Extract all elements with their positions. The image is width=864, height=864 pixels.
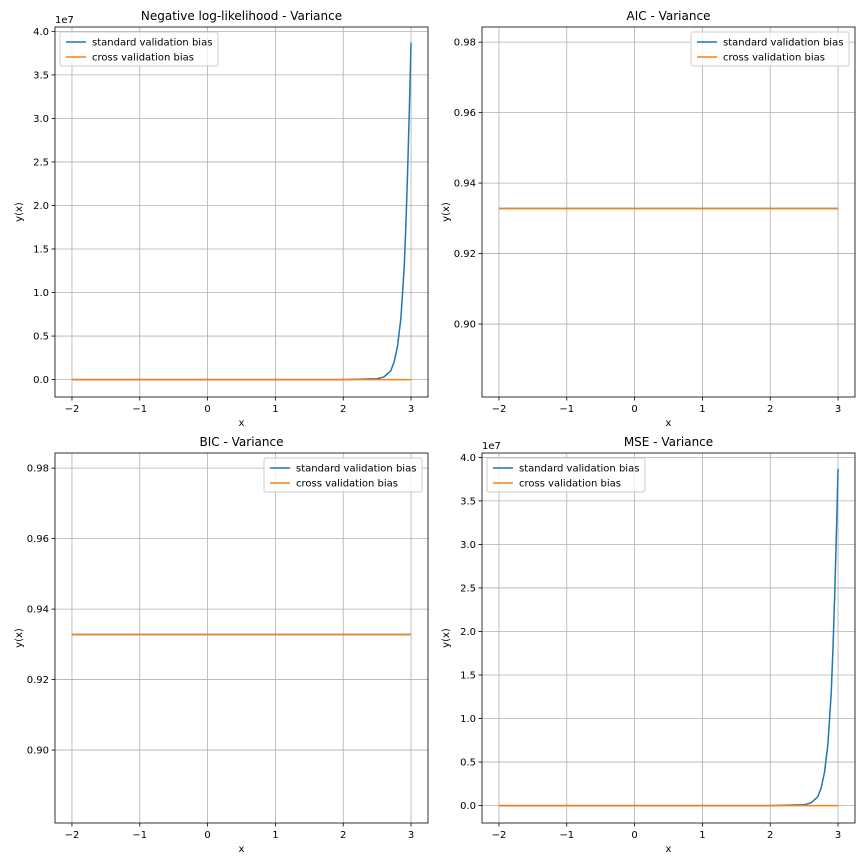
x-tick-label: −1 [132,830,147,841]
legend-entry: standard validation bias [296,464,416,475]
x-tick-label: 2 [340,830,346,841]
x-tick-label: −2 [492,830,507,841]
x-tick-label: 1 [699,404,705,415]
x-tick-label: 3 [408,404,414,415]
axes-frame [54,452,429,824]
series-line-standard-validation-bias [71,42,412,381]
axes-frame [481,26,856,398]
legend-box [59,31,219,67]
y-tick-label: 1.0 [33,288,49,299]
x-tick-label: 2 [767,404,773,415]
y-tick-label: 2.5 [460,583,476,594]
legend-entry: standard validation bias [92,38,212,49]
legend: standard validation bias cross validation… [59,31,219,67]
y-tick-label: 4.0 [460,453,476,464]
legend-entry: cross validation bias [92,53,194,64]
legend-box [690,31,850,67]
y-tick-label: 0.0 [33,375,49,386]
y-tick-label: 0.96 [454,108,476,119]
x-tick-label: 2 [767,830,773,841]
legend-entry: standard validation bias [519,464,639,475]
y-tick-label: 0.92 [454,249,476,260]
legend: standard validation bias cross validation… [690,31,850,67]
plot-area [482,453,855,823]
y-tick-label: 0.94 [27,605,49,616]
chart-title: Negative log-likelihood - Variance [141,9,342,23]
x-tick-label: −1 [559,404,574,415]
plot-area [55,27,428,397]
x-tick-label: 1 [699,830,705,841]
chart-title: BIC - Variance [200,435,284,449]
x-tick-label: 3 [835,830,841,841]
y-tick-label: 1.5 [33,245,49,256]
x-tick-label: −2 [492,404,507,415]
x-tick-label: −2 [65,404,80,415]
y-tick-label: 0.0 [460,801,476,812]
y-tick-label: 2.5 [33,157,49,168]
y-axis-label: y(x) [441,628,452,648]
y-axis-label: y(x) [14,202,25,222]
legend-entry: cross validation bias [723,53,825,64]
y-tick-label: 0.5 [460,758,476,769]
x-axis-label: x [666,418,672,429]
x-tick-label: −2 [65,830,80,841]
legend-entry: cross validation bias [519,479,621,490]
y-tick-label: 3.0 [460,540,476,551]
x-tick-label: 0 [204,404,210,415]
y-tick-label: 3.5 [460,496,476,507]
x-tick-label: 3 [835,404,841,415]
y-tick-label: 1.0 [460,714,476,725]
y-axis-label: y(x) [14,628,25,648]
legend-box [263,457,423,493]
subplot-3: −2 −1 0 1 2 3 0.90 0.92 0.94 0.96 0.98 BIC - Varian… [14,435,429,855]
legend: standard validation bias cross validation… [486,457,646,493]
y-tick-label: 0.98 [454,38,476,49]
y-axis-label: y(x) [441,202,452,222]
chart-title: MSE - Variance [624,435,713,449]
x-axis-label: x [239,844,245,855]
y-tick-label: 0.92 [27,675,49,686]
x-axis-label: x [666,844,672,855]
chart-title: AIC - Variance [627,9,711,23]
y-tick-label: 3.5 [33,70,49,81]
y-tick-label: 2.0 [460,627,476,638]
legend: standard validation bias cross validation… [263,457,423,493]
subplot-1: −2 −1 0 1 2 3 0.0 0.5 1.0 1.5 2.0 2.5 3.0 3.5 4.0 Negat… [14,9,429,429]
legend-box [486,457,646,493]
plot-area [55,453,428,823]
y-tick-label: 4.0 [33,27,49,38]
y-tick-label: 2.0 [33,201,49,212]
subplot-2: −2 −1 0 1 2 3 0.90 0.92 0.94 0.96 0.98 AIC - Varian… [441,9,856,429]
y-tick-label: 0.90 [27,746,49,757]
series-line-standard-validation-bias [498,468,839,807]
axes-frame [481,452,856,824]
y-tick-label: 3.0 [33,114,49,125]
y-tick-label: 0.98 [27,464,49,475]
y-tick-label: 0.5 [33,332,49,343]
x-axis-label: x [239,418,245,429]
x-tick-label: 0 [204,830,210,841]
x-tick-label: 1 [272,830,278,841]
x-tick-label: −1 [132,404,147,415]
legend-entry: cross validation bias [296,479,398,490]
x-tick-label: 3 [408,830,414,841]
y-tick-label: 1.5 [460,671,476,682]
x-tick-label: 0 [631,404,637,415]
x-tick-label: 0 [631,830,637,841]
y-tick-label: 0.94 [454,179,476,190]
y-offset-label: 1e7 [482,441,501,452]
legend-entry: standard validation bias [723,38,843,49]
y-tick-label: 0.96 [27,534,49,545]
axes-frame [54,26,429,398]
y-offset-label: 1e7 [55,15,74,26]
y-tick-label: 0.90 [454,320,476,331]
plot-area [482,27,855,397]
x-tick-label: −1 [559,830,574,841]
subplot-4: −2 −1 0 1 2 3 0.0 0.5 1.0 1.5 2.0 2.5 3.0 3.5 4.0 MSE -… [441,435,856,855]
x-tick-label: 2 [340,404,346,415]
x-tick-label: 1 [272,404,278,415]
